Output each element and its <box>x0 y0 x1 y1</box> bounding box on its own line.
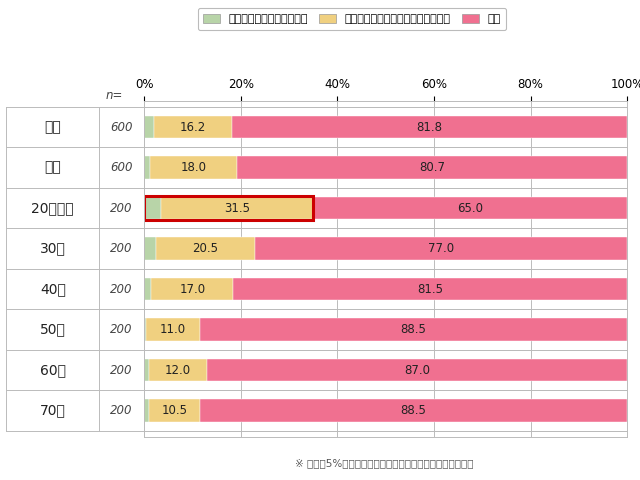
Bar <box>313 197 627 219</box>
Bar <box>144 318 147 341</box>
Text: 30代: 30代 <box>40 241 66 255</box>
Text: 200: 200 <box>110 404 133 417</box>
Bar <box>150 156 237 179</box>
Bar <box>255 238 627 260</box>
Bar <box>232 116 627 138</box>
Bar <box>151 278 234 300</box>
Text: ※ 数値が5%に満たないものについては、数値ラベルを省略: ※ 数値が5%に満たないものについては、数値ラベルを省略 <box>295 458 473 468</box>
Bar <box>144 116 154 138</box>
Bar <box>147 318 200 341</box>
Bar <box>200 399 627 421</box>
Bar <box>144 278 151 300</box>
Text: 80.7: 80.7 <box>419 161 445 174</box>
Bar <box>144 196 313 220</box>
Text: 88.5: 88.5 <box>401 323 426 336</box>
Text: 50代: 50代 <box>40 323 66 336</box>
Text: 18.0: 18.0 <box>180 161 207 174</box>
Text: 200: 200 <box>110 323 133 336</box>
Bar <box>144 238 156 260</box>
Text: 男性: 男性 <box>44 120 61 134</box>
Text: 10.5: 10.5 <box>161 404 187 417</box>
Text: 200: 200 <box>110 363 133 376</box>
Legend: ある（交通事故になった）, ある（交通事故には至らなかった）, ない: ある（交通事故になった）, ある（交通事故には至らなかった）, ない <box>198 8 506 30</box>
Text: 40代: 40代 <box>40 282 66 296</box>
Text: 200: 200 <box>110 283 133 296</box>
Text: n=: n= <box>106 89 123 102</box>
Text: 31.5: 31.5 <box>224 202 250 215</box>
Bar <box>144 359 149 381</box>
Text: 20.5: 20.5 <box>193 242 219 255</box>
Text: 70代: 70代 <box>40 404 66 418</box>
Bar <box>161 197 313 219</box>
Bar <box>237 156 627 179</box>
Bar <box>149 359 207 381</box>
Text: 81.8: 81.8 <box>417 120 443 133</box>
Text: 女性: 女性 <box>44 161 61 175</box>
Text: 200: 200 <box>110 202 133 215</box>
Text: 65.0: 65.0 <box>457 202 483 215</box>
Text: 17.0: 17.0 <box>179 283 205 296</box>
Text: 16.2: 16.2 <box>180 120 206 133</box>
Text: 60代: 60代 <box>40 363 66 377</box>
Bar <box>156 238 255 260</box>
Text: 81.5: 81.5 <box>417 283 444 296</box>
Text: 88.5: 88.5 <box>401 404 426 417</box>
Text: 77.0: 77.0 <box>428 242 454 255</box>
Bar <box>207 359 627 381</box>
Bar <box>234 278 627 300</box>
Text: 600: 600 <box>110 120 133 133</box>
Bar <box>144 399 149 421</box>
Text: 20代以下: 20代以下 <box>31 201 74 215</box>
Bar <box>144 197 161 219</box>
Bar <box>200 318 627 341</box>
Bar <box>144 156 150 179</box>
Text: 11.0: 11.0 <box>160 323 186 336</box>
Text: 12.0: 12.0 <box>164 363 191 376</box>
Text: 600: 600 <box>110 161 133 174</box>
Bar <box>154 116 232 138</box>
Bar <box>149 399 200 421</box>
Text: 200: 200 <box>110 242 133 255</box>
Text: 87.0: 87.0 <box>404 363 430 376</box>
